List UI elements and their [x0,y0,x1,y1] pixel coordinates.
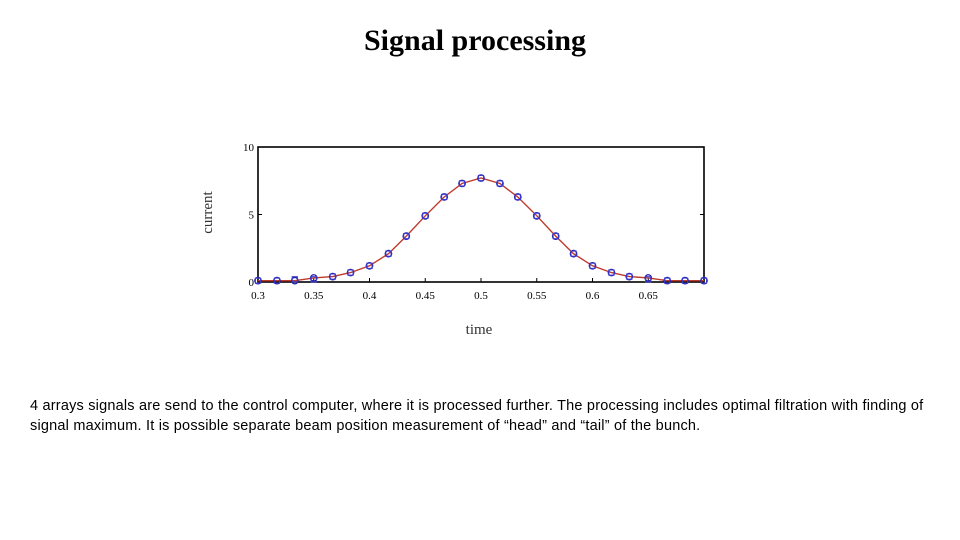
data-point-circle [328,272,337,281]
data-point-square [310,276,317,283]
data-point-circle [477,174,485,182]
x-tick-label: 0.6 [586,290,600,302]
y-tick-label: 10 [243,142,255,154]
data-point-square [570,250,577,257]
slide-body-text: 4 arrays signals are send to the control… [30,398,924,434]
data-point-square [533,212,540,219]
data-point-square [329,273,336,280]
data-point-circle [700,276,708,285]
data-point-square [589,262,596,269]
x-tick-label: 0.45 [416,290,436,302]
data-point-circle [551,232,560,240]
data-point-square [552,232,559,240]
data-point-circle [513,193,522,201]
y-tick-label: 5 [249,210,255,222]
x-tick-label: 0.55 [527,290,547,302]
data-point-circle [532,212,541,220]
data-point-square [385,250,392,257]
data-point-square [458,180,466,187]
data-point-circle [440,193,449,201]
data-point-square [254,277,262,284]
data-point-circle [309,274,318,282]
data-point-circle [607,268,616,277]
data-point-circle [663,276,672,285]
data-point-circle [681,276,689,285]
data-point-circle [273,276,281,285]
signal-curve [258,177,704,282]
x-tick-label: 0.65 [639,290,659,302]
data-point-square [291,276,298,283]
data-point-square [664,277,671,284]
x-axis-label: time [466,322,493,338]
y-axis-label: current [200,190,216,233]
x-tick-label: 0.5 [474,290,488,302]
plot-frame [257,146,705,283]
x-tick-label: 0.35 [304,290,324,302]
data-point-circle [402,232,411,240]
data-point-circle [458,179,466,188]
data-point-square [422,212,429,219]
data-point-square [403,232,410,240]
chart-svg: 0.3 0.35 0.4 0.45 0.5 0.55 0.6 0.65 0 5 10 time curr… [200,142,708,338]
data-point-square [645,276,652,283]
data-point-circle [365,261,374,270]
data-point-circle [421,212,430,220]
data-point-circle [569,249,578,258]
data-point-circle [625,272,634,281]
data-point-square [608,269,615,276]
data-point-square [477,174,485,182]
data-point-square [514,193,521,201]
data-point-circle [496,179,504,188]
data-point-square [441,193,448,201]
chart: 0.3 0.35 0.4 0.45 0.5 0.55 0.6 0.65 0 5 10 time curr… [190,130,720,350]
data-point-circle [384,249,393,258]
data-point-square [273,277,281,284]
data-point-circle [346,268,355,277]
x-tick-label: 0.3 [251,290,265,302]
data-point-square [681,277,689,284]
data-point-circle [588,261,597,270]
data-point-square [366,262,373,269]
data-point-square [700,277,708,284]
data-point-circle [290,276,299,285]
data-point-circle [254,276,262,285]
data-point-circle [644,274,653,282]
data-point-square [626,273,633,280]
y-tick-label: 0 [249,277,255,289]
x-tick-label: 0.4 [363,290,377,302]
data-point-square [347,269,354,276]
slide-title: Signal processing [364,24,586,57]
data-point-square [496,180,504,187]
